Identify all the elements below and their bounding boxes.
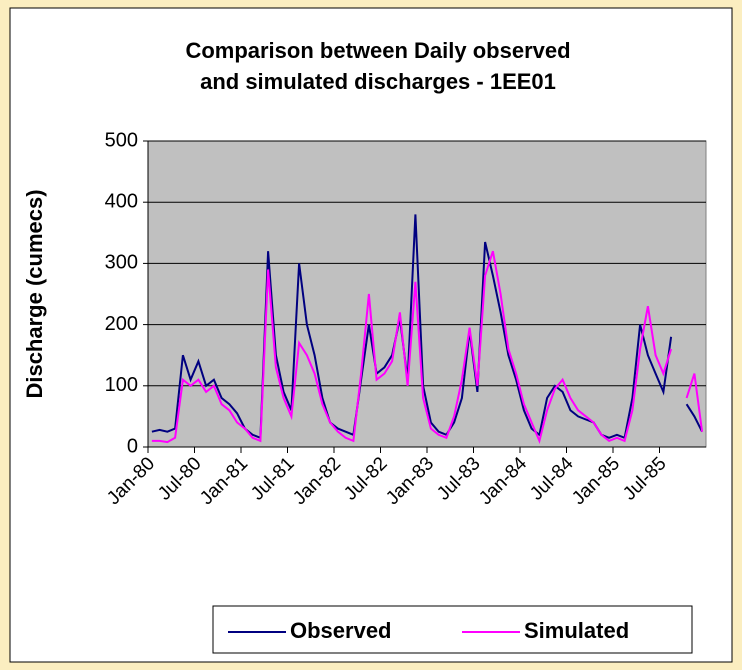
y-tick-label: 400	[105, 190, 138, 212]
series-line	[151, 250, 704, 445]
y-axis-label: Discharge (cumecs)	[22, 189, 47, 398]
chart-title: Comparison between Daily observed	[185, 38, 570, 63]
y-tick-label: 200	[105, 313, 138, 335]
y-tick-label: 0	[127, 435, 138, 457]
legend-label: Simulated	[524, 618, 629, 643]
legend	[212, 605, 693, 654]
series-line	[151, 214, 703, 440]
y-tick-label: 300	[105, 252, 138, 274]
y-tick-label: 500	[105, 129, 138, 151]
legend-label: Observed	[290, 618, 392, 643]
chart-title: and simulated discharges - 1EE01	[200, 69, 556, 94]
y-tick-label: 100	[105, 374, 138, 396]
